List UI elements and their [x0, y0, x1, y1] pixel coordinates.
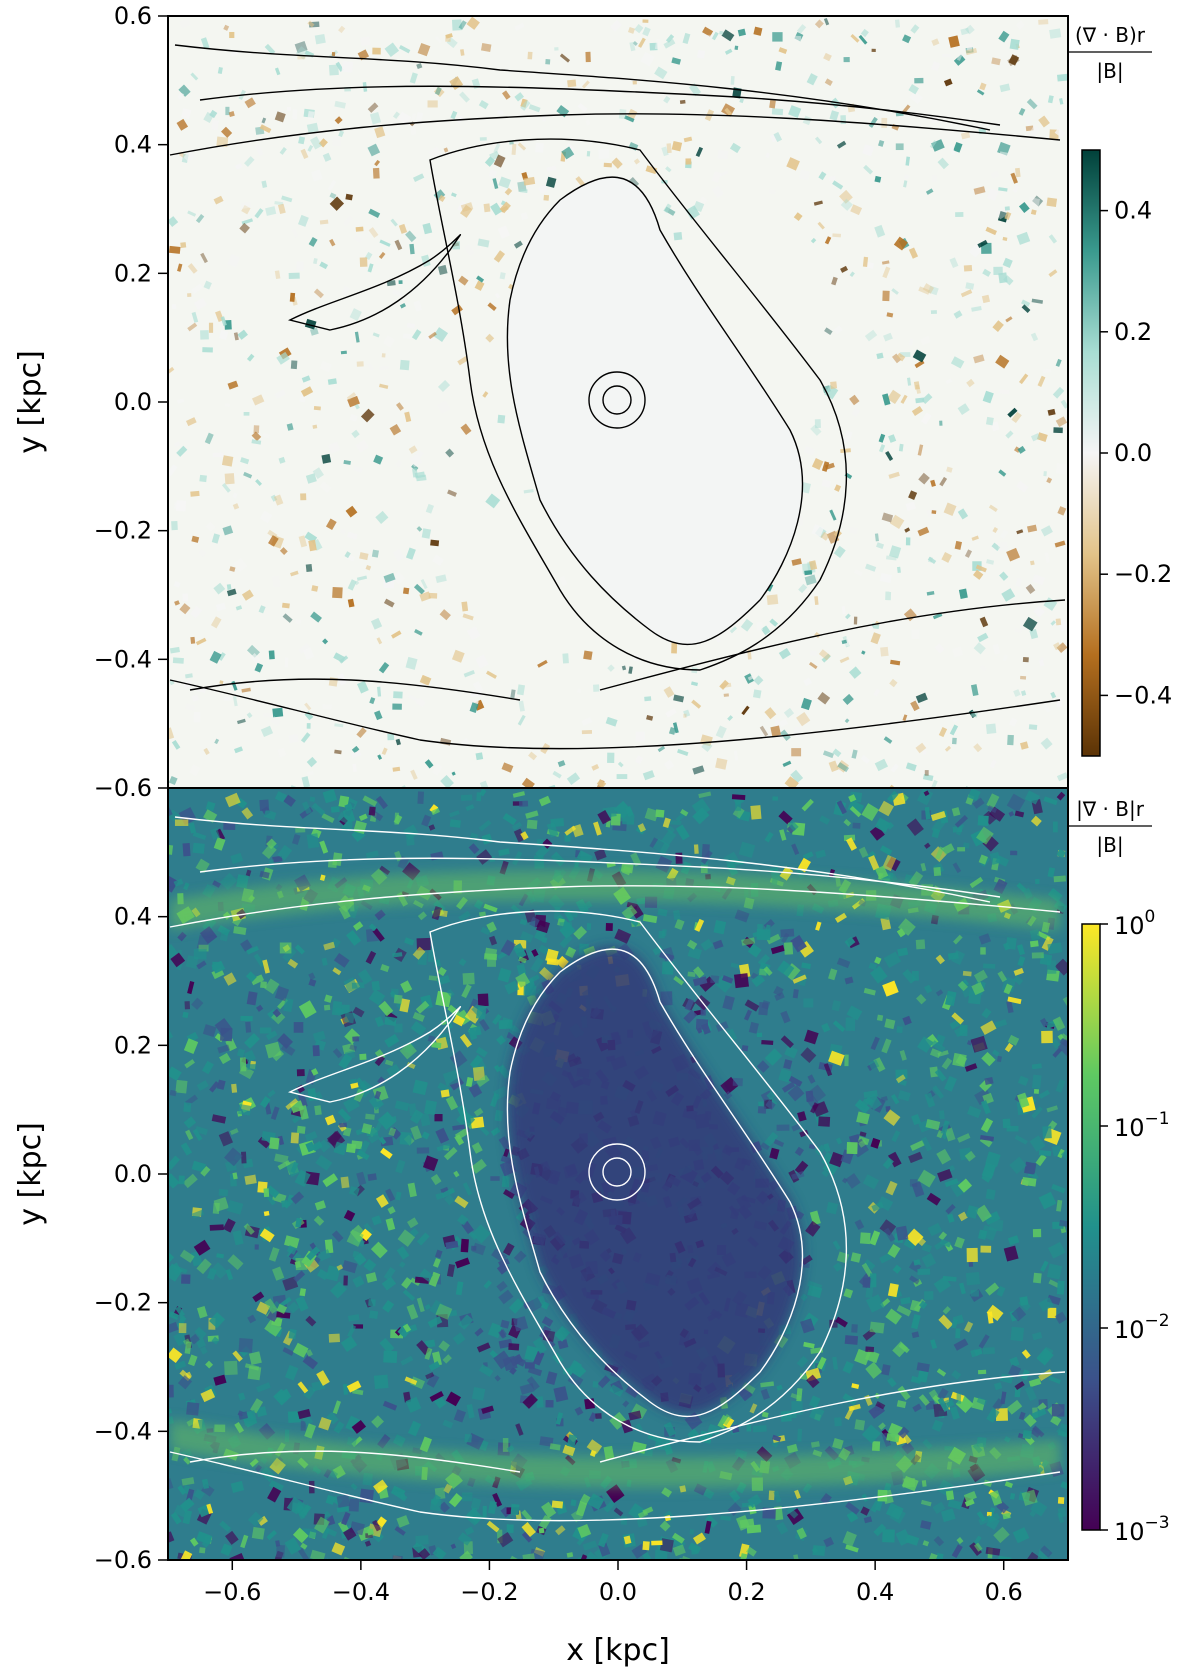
- bottom-colorbar-tick-label: 10−3: [1114, 1513, 1170, 1546]
- top-contour-nucleus-outer: [588, 371, 646, 429]
- bottom-band-south: [170, 1420, 1060, 1488]
- top-colorbar-label: (∇ · B)r |B|: [1068, 23, 1152, 83]
- top-colorbar-ticks: 0.4 0.2 0.0 −0.2 −0.4: [1100, 197, 1172, 709]
- bottom-contour-nucleus-inner: [602, 1157, 632, 1187]
- top-y-axis: 0.6 0.4 0.2 0.0 −0.2 −0.4 −0.6: [94, 2, 168, 802]
- bottom-panel: 0.4 0.2 0.0 −0.2 −0.4 −0.6 −0.6 −0.4 −0.2 0.0 0.2…: [13, 787, 1170, 1668]
- top-contour-band-north: [169, 44, 1061, 156]
- bottom-y-tick-label: 0.4: [114, 903, 152, 931]
- bottom-x-tick-label: 0.0: [599, 1578, 637, 1606]
- bottom-x-axis-label: x [kpc]: [566, 1633, 670, 1668]
- bottom-y-tick-label: −0.6: [94, 1546, 152, 1574]
- top-y-tick-label: 0.4: [114, 131, 152, 159]
- top-colorbar: [1081, 149, 1101, 757]
- top-colorbar-tick-label: 0.0: [1114, 439, 1152, 467]
- top-y-tick-label: −0.2: [94, 517, 152, 545]
- top-y-axis-label: y [kpc]: [13, 350, 48, 454]
- bottom-x-tick-label: 0.4: [856, 1578, 894, 1606]
- top-colorbar-label-denominator: |B|: [1096, 59, 1123, 83]
- top-contour-arm-west: [287, 234, 461, 331]
- top-y-tick-label: 0.2: [114, 259, 152, 287]
- bottom-contour-arm-west: [287, 1006, 461, 1103]
- bottom-contour-bar-outer: [429, 910, 848, 1443]
- bottom-colorbar-tick-label: 10−1: [1114, 1109, 1170, 1142]
- top-colorbar-tick-label: 0.2: [1114, 318, 1152, 346]
- bottom-x-axis: −0.6 −0.4 −0.2 0.0 0.2 0.4 0.6: [203, 1560, 1023, 1606]
- top-contour-band-south: [169, 599, 1066, 750]
- top-y-tick-label: −0.6: [94, 774, 152, 802]
- bottom-colorbar-label-numerator: |∇ · B|r: [1076, 797, 1145, 821]
- bottom-colorbar-ticks: 100 10−1 10−2 10−3: [1100, 907, 1170, 1546]
- bottom-contour-bar-inner: [506, 948, 804, 1418]
- top-contour-nucleus-inner: [602, 385, 632, 415]
- bottom-y-tick-label: 0.0: [114, 1160, 152, 1188]
- bottom-y-tick-label: 0.2: [114, 1031, 152, 1059]
- top-y-tick-label: 0.6: [114, 2, 152, 30]
- top-colorbar-tick-label: 0.4: [1114, 197, 1152, 225]
- bottom-structure: [170, 870, 1060, 1488]
- bottom-y-tick-label: −0.4: [94, 1417, 152, 1445]
- bottom-colorbar-tick-label: 100: [1114, 907, 1155, 940]
- top-colorbar-tick-label: −0.4: [1114, 681, 1172, 709]
- top-contour-bar-inner: [506, 176, 804, 646]
- bottom-contour-band-south: [169, 1371, 1066, 1522]
- top-y-tick-label: −0.4: [94, 645, 152, 673]
- bottom-y-axis-label: y [kpc]: [13, 1122, 48, 1226]
- bottom-colorbar-label-denominator: |B|: [1096, 833, 1123, 857]
- bottom-x-tick-label: −0.6: [203, 1578, 261, 1606]
- top-colorbar-label-numerator: (∇ · B)r: [1075, 23, 1146, 47]
- top-panel: 0.60.40.20.0−0.2−0.4−0.6 y [kpc] 0.40.20…: [13, 2, 1172, 802]
- bottom-x-tick-label: −0.4: [332, 1578, 390, 1606]
- bottom-colorbar: [1081, 923, 1101, 1531]
- top-colorbar-tick-label: −0.2: [1114, 560, 1172, 588]
- top-y-tick-label: 0.0: [114, 388, 152, 416]
- bottom-contour-band-north: [169, 816, 1061, 928]
- bottom-x-tick-label: −0.2: [460, 1578, 518, 1606]
- top-contours: [169, 44, 1066, 750]
- bottom-bar-dark-interior: [507, 947, 803, 1415]
- bottom-x-tick-label: 0.2: [727, 1578, 765, 1606]
- bottom-x-tick-label: 0.6: [985, 1578, 1023, 1606]
- bottom-colorbar-tick-label: 10−2: [1114, 1311, 1170, 1344]
- bottom-y-axis: 0.4 0.2 0.0 −0.2 −0.4 −0.6: [94, 903, 168, 1574]
- bottom-colorbar-label: |∇ · B|r |B|: [1068, 797, 1152, 857]
- top-contour-bar-outer: [429, 138, 848, 671]
- bottom-contour-nucleus-outer: [588, 1143, 646, 1201]
- bottom-band-north: [170, 870, 1060, 930]
- bottom-contours: [169, 816, 1066, 1522]
- bottom-y-tick-label: −0.2: [94, 1289, 152, 1317]
